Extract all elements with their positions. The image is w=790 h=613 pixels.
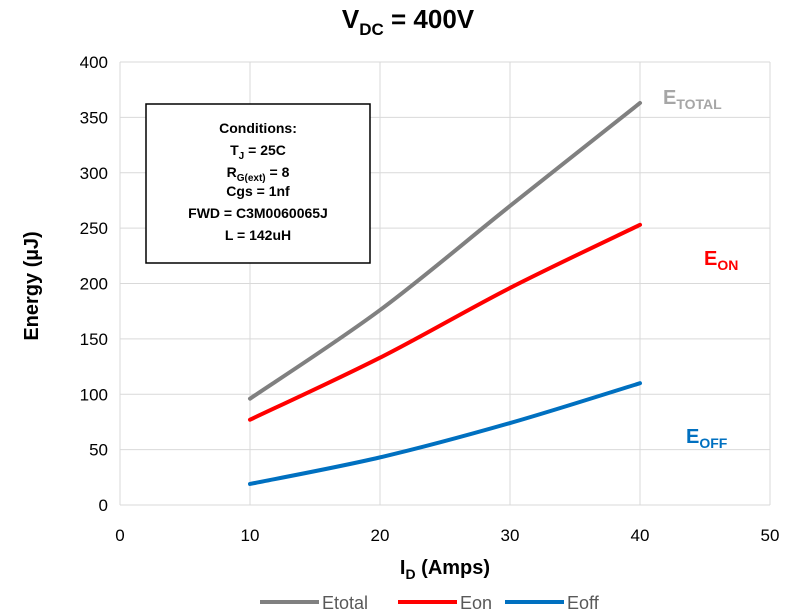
conditions-line-6: L = 142uH	[225, 227, 291, 243]
conditions-box-border	[145, 103, 371, 264]
series-label-eon-sub: ON	[717, 257, 738, 273]
y-tick-label: 350	[80, 108, 108, 127]
x-axis-title: ID (Amps)	[400, 557, 490, 582]
conditions-line-3-rest: = 8	[266, 164, 290, 180]
conditions-line-2: TJ = 25C	[230, 142, 286, 162]
conditions-line-3-main: R	[227, 164, 237, 180]
chart-title: VDC = 400V	[342, 4, 475, 39]
series-label-etotal-main: E	[663, 87, 676, 109]
x-axis-title-main: I	[400, 557, 406, 579]
series-label-eoff-sub: OFF	[699, 435, 727, 451]
x-axis-title-sub: D	[405, 566, 415, 582]
series-label-eon-main: E	[704, 248, 717, 270]
conditions-line-4-main: Cgs = 1nf	[226, 183, 290, 199]
conditions-line-1-main: Conditions:	[219, 120, 297, 136]
series-label-eon: EON	[704, 248, 738, 273]
conditions-line-5-main: FWD = C3M0060065J	[188, 205, 328, 221]
conditions-line-2-main: T	[230, 142, 239, 158]
conditions-line-2-sub: J	[239, 151, 245, 162]
series-label-eoff: EOFF	[686, 426, 728, 451]
series-line-eoff	[248, 381, 642, 486]
y-tick-label: 100	[80, 385, 108, 404]
chart-title-sub: DC	[359, 20, 384, 39]
legend: Etotal Eon Eoff	[260, 593, 600, 613]
conditions-line-2-rest: = 25C	[244, 142, 286, 158]
series-line-eon	[248, 222, 642, 422]
axes: 0 50 100 150 200 250 300 350 400 0 10 20 30 40 50	[80, 53, 780, 545]
series-label-etotal-sub: TOTAL	[676, 96, 722, 112]
chart-title-rest: = 400V	[384, 4, 475, 34]
chart-title-main: V	[342, 4, 360, 34]
conditions-line-6-main: L = 142uH	[225, 227, 291, 243]
series-label-eoff-main: E	[686, 426, 699, 448]
y-tick-label: 300	[80, 164, 108, 183]
y-tick-label: 0	[99, 496, 108, 515]
series-lines	[248, 100, 642, 486]
legend-label-eoff: Eoff	[567, 593, 600, 613]
x-tick-label: 30	[501, 526, 520, 545]
legend-label-etotal: Etotal	[322, 593, 368, 613]
y-tick-label: 50	[89, 441, 108, 460]
x-axis-title-rest: (Amps)	[416, 557, 490, 579]
y-tick-label: 150	[80, 330, 108, 349]
legend-label-eon: Eon	[460, 593, 492, 613]
conditions-line-3-sub: G(ext)	[237, 173, 266, 184]
x-tick-label: 0	[115, 526, 124, 545]
y-tick-label: 400	[80, 53, 108, 72]
conditions-box: Conditions: TJ = 25C RG(ext) = 8 Cgs = 1…	[145, 103, 371, 264]
y-axis-title: Energy (µJ)	[21, 231, 43, 340]
series-line-etotal	[248, 100, 642, 401]
conditions-line-5: FWD = C3M0060065J	[188, 205, 328, 221]
conditions-line-3: RG(ext) = 8	[227, 164, 290, 184]
conditions-line-4: Cgs = 1nf	[226, 183, 290, 199]
conditions-line-1: Conditions:	[219, 120, 297, 136]
x-tick-label: 20	[371, 526, 390, 545]
y-tick-label: 250	[80, 219, 108, 238]
x-tick-label: 50	[761, 526, 780, 545]
x-tick-label: 40	[631, 526, 650, 545]
y-tick-label: 200	[80, 275, 108, 294]
series-label-etotal: ETOTAL	[663, 87, 722, 112]
x-tick-label: 10	[241, 526, 260, 545]
